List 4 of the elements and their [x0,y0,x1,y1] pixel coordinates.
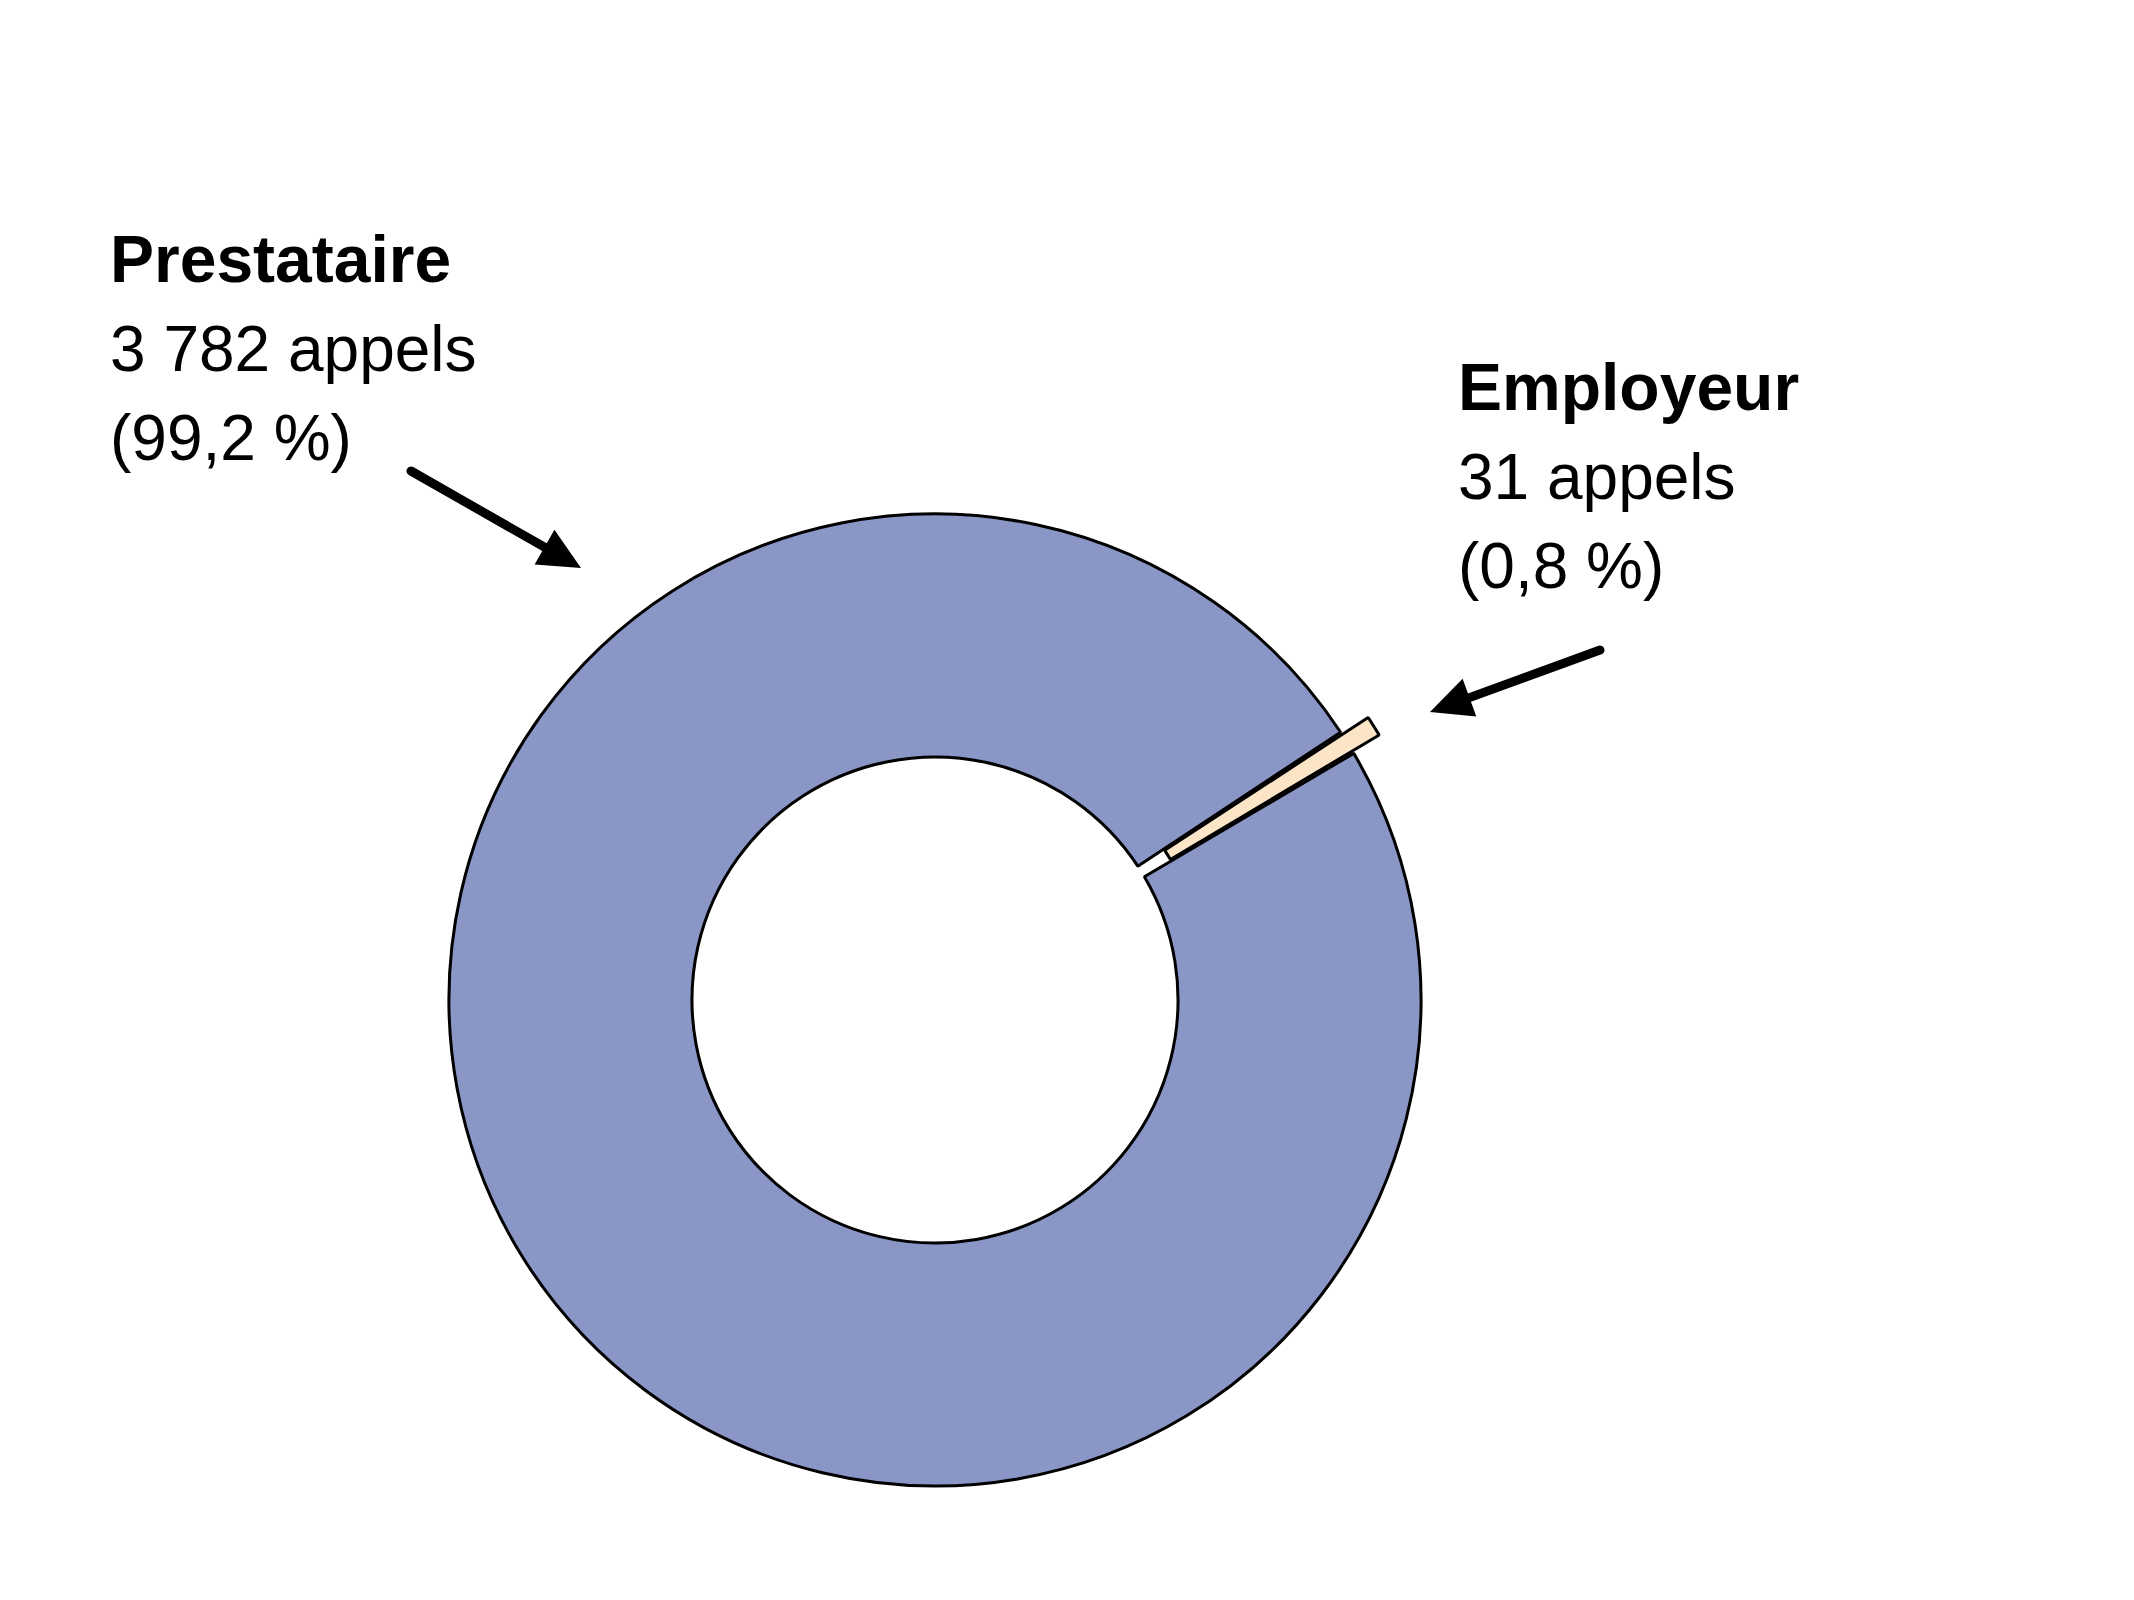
data-label: 3 782 appels (99,2 %) [110,313,477,474]
slice-label: Employeur [1458,350,1800,424]
slice-label: Prestataire [110,222,452,296]
data-label: 31 appels (0,8 %) [1458,441,1736,602]
